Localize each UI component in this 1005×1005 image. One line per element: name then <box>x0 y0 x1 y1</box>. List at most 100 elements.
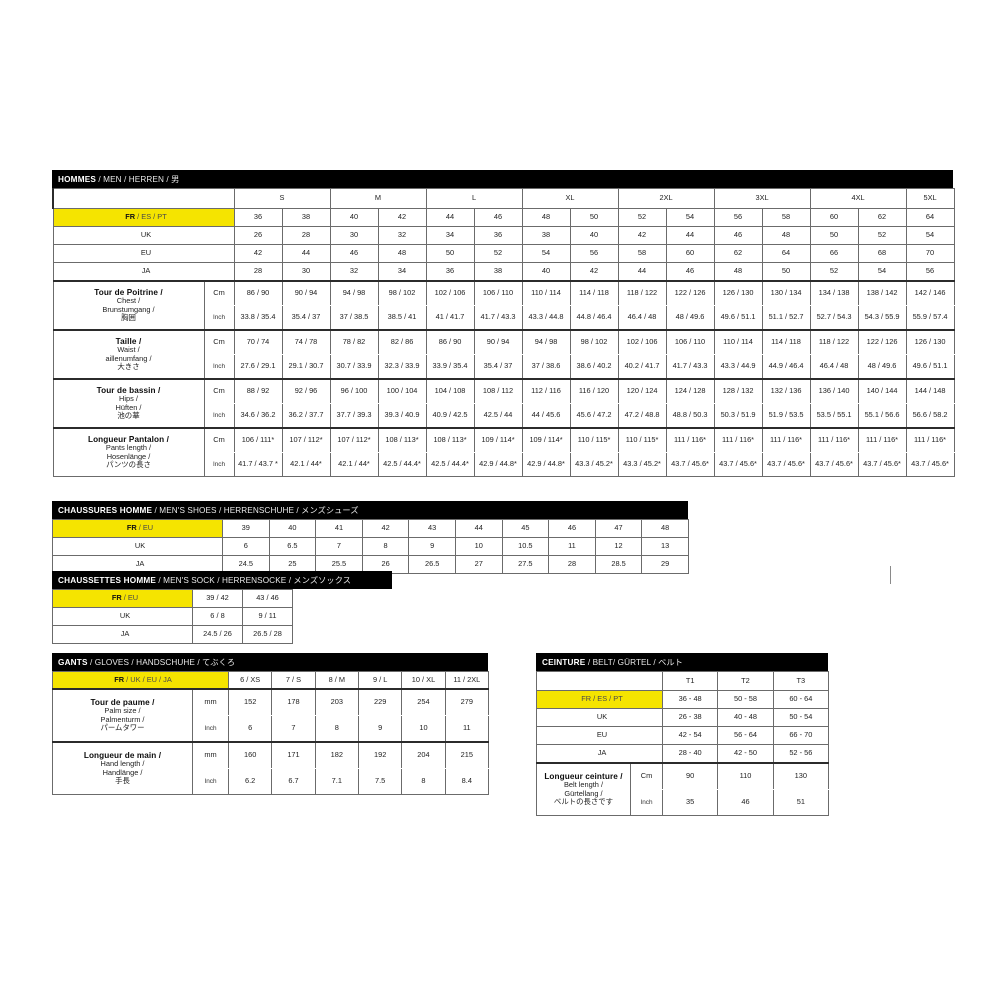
men-measurement-value-cm: 126 / 130 <box>713 280 763 306</box>
men-size-value: 54 <box>857 262 907 282</box>
men-measurement-value-cm: 107 / 112* <box>329 427 379 453</box>
gloves-measurement-value-mm: 254 <box>401 688 446 716</box>
measurement-label-ja: 大きさ <box>117 362 140 372</box>
men-measurement-value-inch: 35.4 / 37 <box>473 354 523 380</box>
men-measurement-value-cm: 111 / 116* <box>713 427 763 453</box>
men-size-value: 50 <box>569 208 619 227</box>
shoes-row-label: UK <box>52 537 223 556</box>
size-group-5xl: 5XL <box>905 188 955 209</box>
belt-size-value: 26 - 38 <box>661 708 719 727</box>
shoes-size-value: 7 <box>315 537 363 556</box>
measurement-title: Tour de paume / <box>90 698 155 708</box>
measurement-label-de: Hosenlänge / <box>106 451 151 461</box>
men-size-value: 48 <box>761 226 811 245</box>
men-measurement-value-inch: 46.4 / 48 <box>809 354 859 380</box>
men-measurement-value-cm: 111 / 116* <box>905 427 955 453</box>
men-measurement-value-cm: 111 / 116* <box>761 427 811 453</box>
men-measurement-value-cm: 109 / 114* <box>521 427 571 453</box>
belt-group-spacer <box>536 671 663 691</box>
men-measurement-row-cm: Longueur Pantalon / Pants length / Hosenlä… <box>52 427 955 477</box>
unit-cm: Cm <box>630 762 663 790</box>
gloves-section-header: GANTS / GLOVES / HANDSCHUHE / てぶくろ <box>52 653 488 671</box>
men-measurement-value-cm: 122 / 126 <box>665 280 715 306</box>
men-measurement-value-cm: 124 / 128 <box>665 378 715 404</box>
men-measurement-label: Tour de bassin / Hips / Hüften / 池の華 <box>52 378 205 429</box>
gloves-measurement-value-inch: 11 <box>444 715 489 743</box>
men-size-value: 56 <box>713 208 763 227</box>
men-measurement-value-inch: 54.3 / 55.9 <box>857 305 907 331</box>
socks-header-main: CHAUSSETTES HOMME <box>58 576 157 585</box>
men-size-value: 28 <box>233 262 283 282</box>
size-group-m: M <box>329 188 427 209</box>
men-measurement-value-cm: 109 / 114* <box>473 427 523 453</box>
unit-inch: Inch <box>630 789 663 816</box>
men-size-value: 58 <box>617 244 667 263</box>
men-measurement-value-cm: 110 / 115* <box>617 427 667 453</box>
gloves-size-value: 8 / M <box>314 671 359 690</box>
gloves-measurement-value-inch: 7 <box>271 715 316 743</box>
unit-inch: Inch <box>192 715 229 743</box>
men-measurement-value-inch: 38.5 / 41 <box>377 305 427 331</box>
men-size-value: 64 <box>761 244 811 263</box>
unit-mm: mm <box>192 741 229 769</box>
men-measurement-value-cm: 82 / 86 <box>377 329 427 355</box>
men-measurement-value-cm: 122 / 126 <box>857 329 907 355</box>
men-measurement-value-cm: 86 / 90 <box>425 329 475 355</box>
men-size-value: 36 <box>425 262 475 282</box>
men-size-value: 62 <box>713 244 763 263</box>
shoes-size-value: 6 <box>222 537 270 556</box>
men-measurement-row-inch: Inch 41.7 / 43.7 * 42.1 / 44* 42.1 / 44* 42.… <box>53 452 955 477</box>
men-size-value: 32 <box>377 226 427 245</box>
socks-size-value: 26.5 / 28 <box>242 625 293 644</box>
men-measurement-value-inch: 44 / 45.6 <box>521 403 571 429</box>
men-measurement-value-inch: 33.8 / 35.4 <box>233 305 283 331</box>
belt-size-value: 50 - 54 <box>772 708 829 727</box>
men-measurement-value-inch: 40.2 / 41.7 <box>617 354 667 380</box>
men-measurement-value-inch: 43.3 / 44.9 <box>713 354 763 380</box>
gloves-measurement-value-inch: 7.1 <box>314 768 359 795</box>
belt-size-value: 50 - 58 <box>717 690 774 709</box>
shoes-header-sub: / MEN'S SHOES / HERRENSCHUHE / メンズシューズ <box>152 506 359 515</box>
socks-section: CHAUSSETTES HOMME / MEN'S SOCK / HERRENS… <box>52 570 392 644</box>
belt-size-group-t1: T1 <box>661 671 719 691</box>
men-measurement-value-cm: 90 / 94 <box>281 280 331 306</box>
men-measurement-value-inch: 43.7 / 45.6* <box>761 452 811 477</box>
men-measurement-value-inch: 42.1 / 44* <box>329 452 379 477</box>
men-measurement-value-cm: 106 / 111* <box>233 427 283 453</box>
men-size-value: 40 <box>569 226 619 245</box>
men-size-value: 50 <box>761 262 811 282</box>
measurement-label-ja: ベルトの長さです <box>553 797 614 807</box>
men-measurement-value-cm: 108 / 113* <box>425 427 475 453</box>
men-measurement-value-inch: 43.7 / 45.6* <box>809 452 859 477</box>
socks-section-header: CHAUSSETTES HOMME / MEN'S SOCK / HERRENS… <box>52 571 392 589</box>
men-size-value: 36 <box>233 208 283 227</box>
men-size-value: 42 <box>377 208 427 227</box>
socks-row-label: FR / EU <box>52 589 193 608</box>
gloves-size-row-label: FR / UK / EU / JA <box>52 671 229 690</box>
men-measurement-value-cm: 74 / 78 <box>281 329 331 355</box>
shoes-size-value: 6.5 <box>268 537 317 556</box>
men-size-value: 34 <box>377 262 427 282</box>
men-measurement-value-cm: 134 / 138 <box>809 280 859 306</box>
belt-row-label: EU <box>536 726 663 745</box>
men-measurement-value-inch: 40.9 / 42.5 <box>425 403 475 429</box>
shoes-size-value: 46 <box>548 519 596 538</box>
men-measurement-value-inch: 44.8 / 46.4 <box>569 305 619 331</box>
men-measurement-row-inch: Inch 27.6 / 29.1 29.1 / 30.7 30.7 / 33.9 32.… <box>53 354 955 380</box>
men-measurement-value-inch: 41 / 41.7 <box>425 305 475 331</box>
belt-header-main: CEINTURE <box>542 658 586 667</box>
gloves-measurement-value-mm: 171 <box>271 741 316 769</box>
men-measurement-value-inch: 32.3 / 33.9 <box>377 354 427 380</box>
men-section-header: HOMMES / MEN / HERREN / 男 <box>52 170 953 188</box>
men-measurement-value-inch: 43.7 / 45.6* <box>905 452 955 477</box>
belt-measurement-value-cm: 130 <box>772 762 829 790</box>
men-measurement-value-cm: 136 / 140 <box>809 378 859 404</box>
shoes-size-value: 28 <box>548 555 596 574</box>
men-measurement-value-cm: 110 / 115* <box>569 427 619 453</box>
gloves-measurement-label: Longueur de main / Hand length / Handlänge… <box>52 741 193 795</box>
men-measurement-value-inch: 27.6 / 29.1 <box>233 354 283 380</box>
measurement-label-de: Gürtellang / <box>564 788 603 798</box>
men-measurement-value-inch: 42.9 / 44.8* <box>521 452 571 477</box>
gloves-measurement-value-inch: 6.2 <box>227 768 273 795</box>
gloves-measurement-value-inch: 9 <box>357 715 403 743</box>
